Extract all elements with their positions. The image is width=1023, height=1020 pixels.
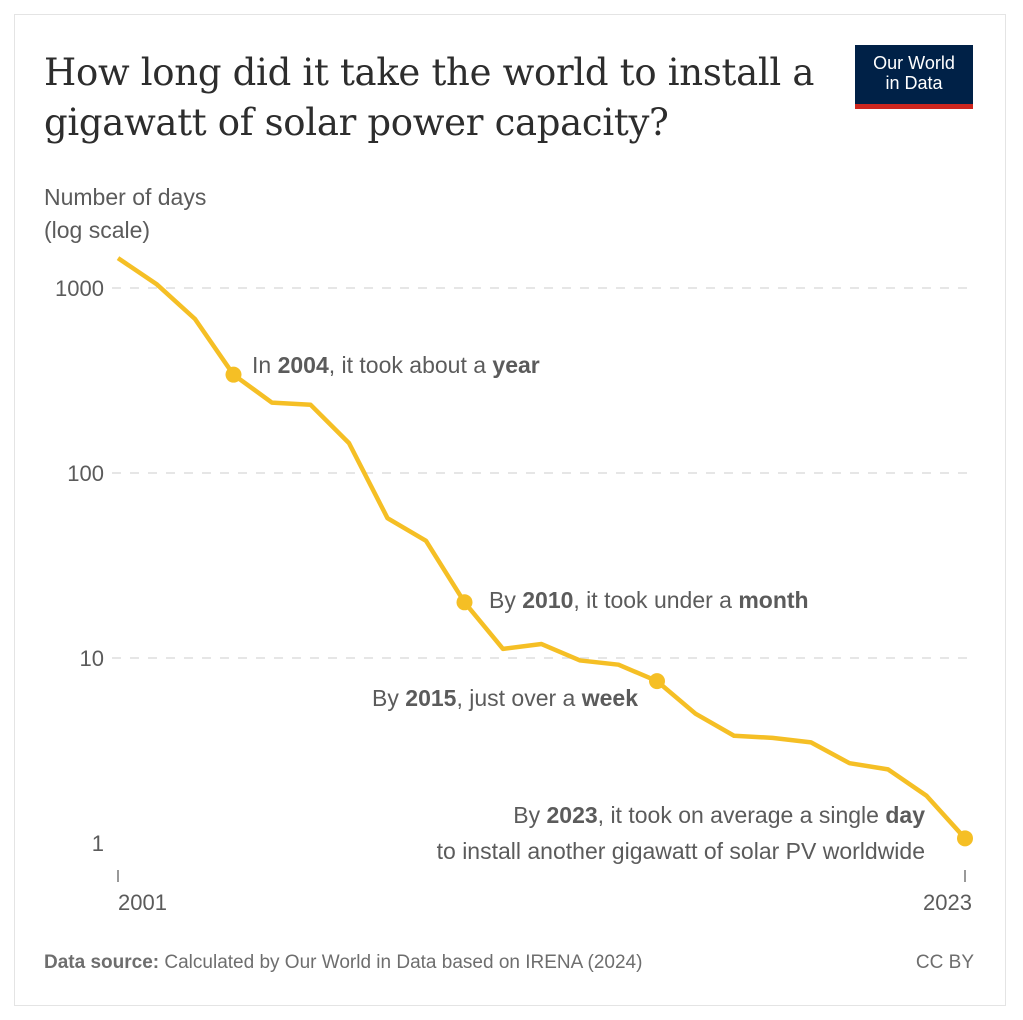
annotation-text: 2015 (405, 685, 456, 711)
annotation-text: week (581, 685, 638, 711)
annotation-2015: By 2015, just over a week (372, 685, 638, 711)
annotation-text: 2004 (278, 352, 329, 378)
x-tick-label: 2001 (118, 890, 167, 915)
annotation-2004: In 2004, it took about a year (252, 352, 540, 378)
source-label: Data source: (44, 952, 160, 973)
annotation-text: , it took under a (573, 587, 738, 613)
license-link[interactable]: CC BY (915, 952, 974, 973)
logo-line1: Our World (873, 53, 955, 73)
annotation-text: By (489, 587, 522, 613)
annotation-text: year (492, 352, 539, 378)
annotation-text: By (372, 685, 405, 711)
annotation-text: , it took about a (329, 352, 493, 378)
annotation-text: In (252, 352, 278, 378)
logo-line2: in Data (885, 73, 943, 93)
y-tick-label: 10 (80, 646, 104, 671)
data-point-2004 (225, 366, 242, 383)
annotation-text: month (738, 587, 808, 613)
annotation-text: 2023 (547, 802, 598, 828)
annotation-2023-line2: to install another gigawatt of solar PV … (437, 838, 925, 864)
annotation-text: , just over a (456, 685, 581, 711)
data-point-2010 (456, 594, 473, 611)
annotation-text: By (513, 802, 546, 828)
footer: Data source: Calculated by Our World in … (44, 952, 974, 974)
annotation-2023: By 2023, it took on average a single day (513, 802, 925, 828)
annotation-text: 2010 (522, 587, 573, 613)
annotation-2010: By 2010, it took under a month (489, 587, 809, 613)
series-line (116, 256, 967, 840)
annotation-text: day (885, 802, 925, 828)
annotation-text: , it took on average a single (598, 802, 886, 828)
source-text: Calculated by Our World in Data based on… (164, 952, 643, 973)
y-tick-label: 1 (92, 831, 104, 856)
y-tick-label: 100 (67, 461, 104, 486)
owid-logo[interactable]: Our World in Data (855, 45, 973, 109)
chart-title: How long did it take the world to instal… (44, 51, 815, 144)
x-tick-label: 2023 (923, 890, 972, 915)
data-point-2015 (649, 673, 665, 690)
frame (14, 14, 1006, 1006)
y-axis-label: (log scale) (44, 217, 150, 243)
line-chart: Number of days (log scale) 1 10 100 1000 2001 2… (44, 184, 973, 915)
y-tick-label: 1000 (55, 276, 104, 301)
y-axis-label: Number of days (44, 184, 206, 210)
data-point-2023 (957, 830, 973, 847)
